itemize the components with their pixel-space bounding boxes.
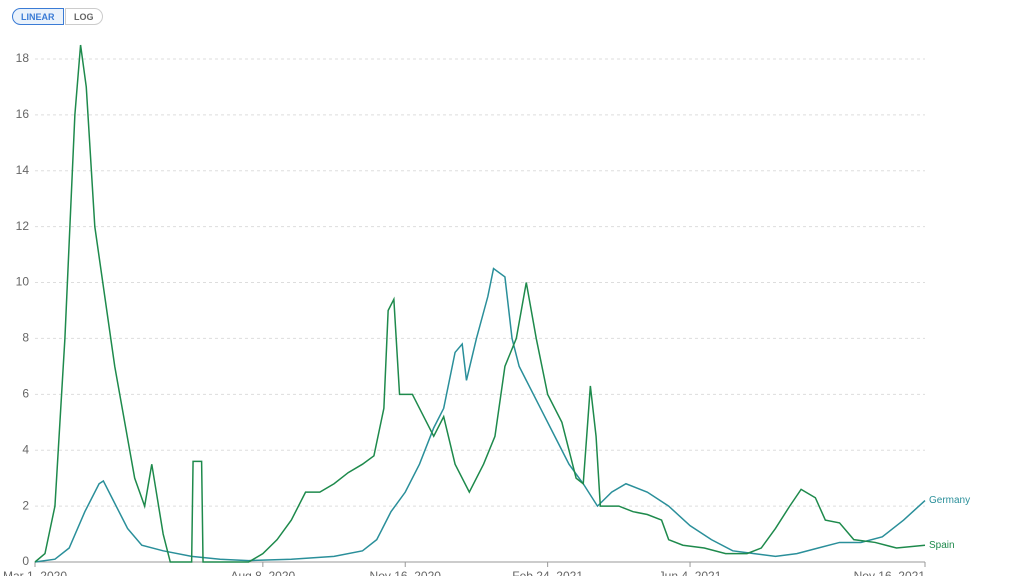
x-tick-label: Nov 16, 2021 [854,569,926,576]
series-label: Spain [929,540,955,551]
scale-button[interactable]: LOG [65,8,103,25]
y-tick-label: 16 [16,107,30,121]
y-tick-label: 4 [22,442,29,456]
y-tick-label: 10 [16,275,30,289]
series-label: Germany [929,495,970,506]
y-tick-label: 12 [16,219,30,233]
y-tick-label: 6 [22,386,29,400]
y-tick-label: 2 [22,498,29,512]
x-tick-label: Aug 8, 2020 [230,569,295,576]
y-tick-label: 14 [16,163,30,177]
y-tick-label: 8 [22,331,29,345]
y-tick-label: 18 [16,51,30,65]
x-tick-label: Jun 4, 2021 [659,569,722,576]
x-tick-label: Mar 1, 2020 [3,569,67,576]
y-tick-label: 0 [22,554,29,568]
x-tick-label: Nov 16, 2020 [370,569,442,576]
line [34,44,926,563]
scale-button[interactable]: LINEAR [12,8,64,25]
line [34,267,926,563]
x-tick-label: Feb 24, 2021 [512,569,583,576]
